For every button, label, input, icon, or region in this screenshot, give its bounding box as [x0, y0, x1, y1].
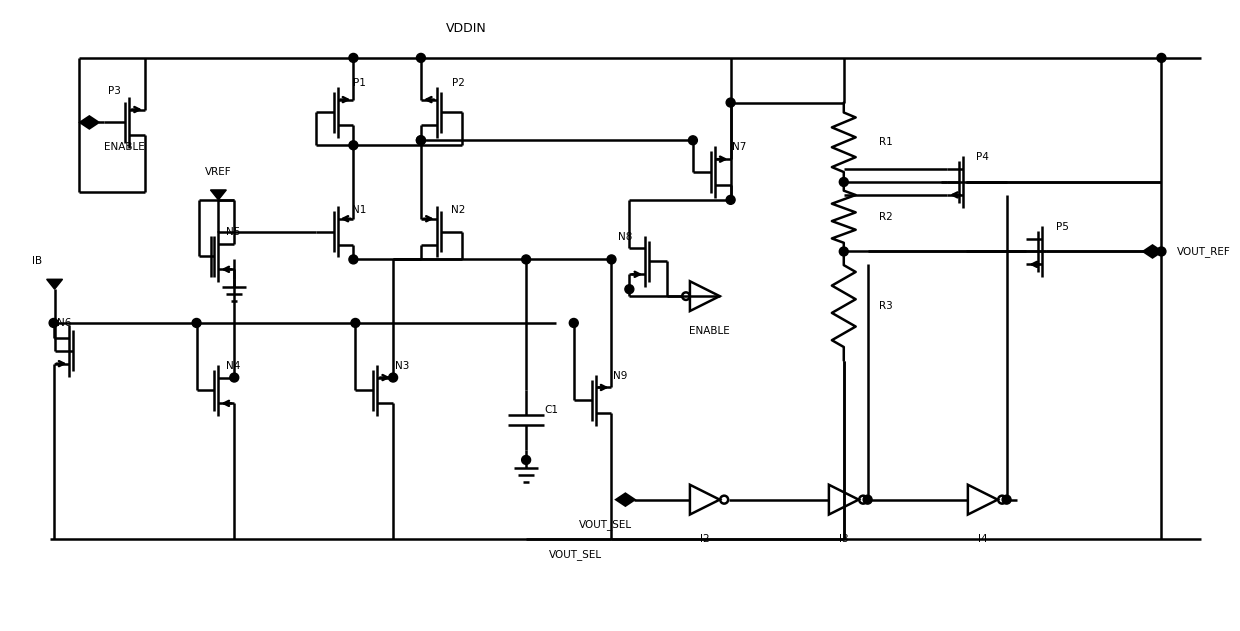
Circle shape [348, 141, 358, 150]
Circle shape [608, 255, 616, 264]
Text: VOUT_SEL: VOUT_SEL [549, 549, 603, 560]
Circle shape [417, 54, 425, 62]
Text: R1: R1 [878, 138, 893, 147]
Text: C1: C1 [544, 405, 558, 415]
Text: I4: I4 [978, 534, 987, 545]
Text: N8: N8 [619, 232, 632, 242]
Text: VOUT_SEL: VOUT_SEL [579, 519, 632, 530]
Polygon shape [47, 280, 62, 289]
Text: VREF: VREF [205, 167, 232, 177]
Circle shape [50, 319, 58, 327]
Text: P5: P5 [1055, 221, 1069, 232]
Polygon shape [1143, 245, 1162, 257]
Circle shape [229, 373, 239, 382]
Circle shape [727, 98, 735, 107]
Circle shape [192, 319, 201, 327]
Polygon shape [81, 117, 98, 128]
Circle shape [688, 136, 697, 144]
Text: ENABLE: ENABLE [689, 326, 730, 336]
Circle shape [1002, 495, 1011, 504]
Text: P1: P1 [353, 78, 366, 88]
Circle shape [1157, 54, 1166, 62]
Polygon shape [211, 190, 227, 200]
Text: N6: N6 [57, 318, 72, 328]
Circle shape [522, 456, 531, 464]
Text: I2: I2 [701, 534, 709, 545]
Circle shape [1157, 247, 1166, 256]
Text: P4: P4 [976, 152, 990, 162]
Circle shape [348, 255, 358, 264]
Text: N5: N5 [226, 227, 241, 237]
Text: VDDIN: VDDIN [446, 21, 487, 35]
Text: ENABLE: ENABLE [104, 142, 145, 152]
Circle shape [522, 255, 531, 264]
Circle shape [839, 177, 848, 186]
Circle shape [727, 196, 735, 204]
Circle shape [388, 373, 398, 382]
Text: VOUT_REF: VOUT_REF [1177, 246, 1231, 257]
Text: N4: N4 [226, 361, 241, 370]
Circle shape [569, 319, 578, 327]
Circle shape [839, 247, 848, 256]
Text: N3: N3 [394, 361, 409, 370]
Text: P3: P3 [108, 86, 120, 96]
Text: N1: N1 [352, 205, 367, 215]
Circle shape [348, 54, 358, 62]
Text: N9: N9 [614, 370, 627, 380]
Text: N2: N2 [451, 205, 466, 215]
Polygon shape [616, 493, 635, 505]
Circle shape [417, 136, 425, 144]
Text: I3: I3 [839, 534, 848, 545]
Text: R2: R2 [878, 212, 893, 221]
Circle shape [625, 285, 634, 293]
Circle shape [417, 136, 425, 144]
Circle shape [351, 319, 360, 327]
Text: N7: N7 [733, 142, 746, 152]
Circle shape [863, 495, 872, 504]
Text: IB: IB [32, 256, 42, 266]
Text: R3: R3 [878, 301, 893, 311]
Text: P2: P2 [453, 78, 465, 88]
